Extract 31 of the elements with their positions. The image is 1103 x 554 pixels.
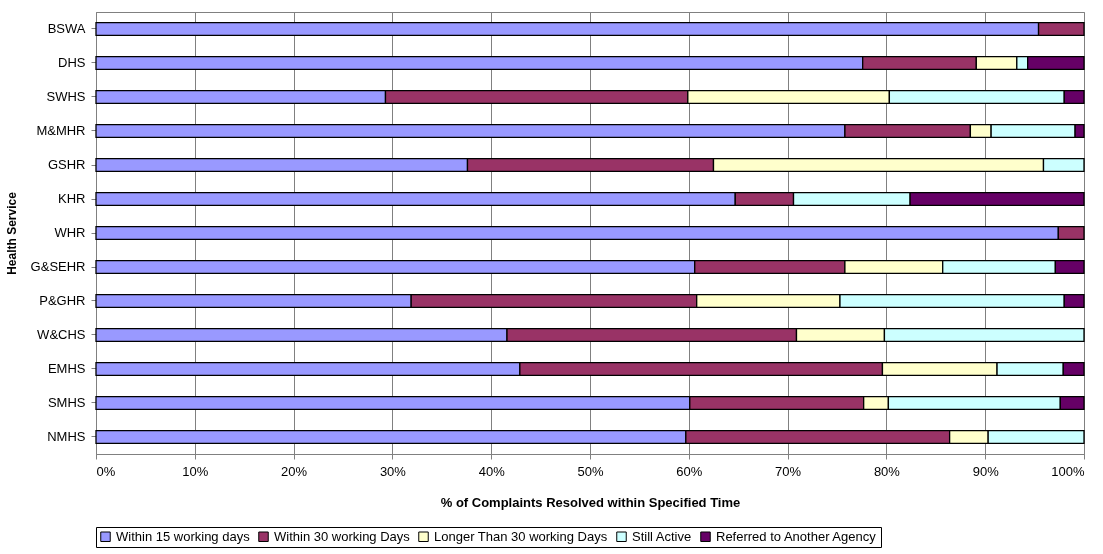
x-tick-label: 10% bbox=[182, 463, 209, 479]
y-tick-label: DHS bbox=[58, 55, 86, 70]
y-tick-label: NMHS bbox=[47, 429, 86, 444]
legend-label: Within 15 working days bbox=[116, 528, 251, 544]
legend-label: Still Active bbox=[632, 528, 692, 544]
y-tick-label: BSWA bbox=[47, 21, 86, 36]
y-tick-label: GSHR bbox=[47, 157, 86, 172]
x-tick-label: 100% bbox=[1051, 463, 1085, 479]
y-tick-label: WHR bbox=[54, 225, 86, 240]
x-tick-label: 0% bbox=[96, 463, 116, 479]
y-tick-label: G&SEHR bbox=[30, 259, 86, 274]
x-tick-label: 80% bbox=[873, 463, 901, 479]
y-tick-label: P&GHR bbox=[39, 293, 86, 308]
y-tick-label: SWHS bbox=[46, 89, 86, 104]
legend-label: Referred to Another Agency bbox=[716, 528, 877, 544]
y-tick-label: SMHS bbox=[47, 395, 86, 410]
legend-label: Within 30 working Days bbox=[274, 528, 411, 544]
x-tick-label: 30% bbox=[379, 463, 407, 479]
x-axis-title: % of Complaints Resolved within Specified Time bbox=[440, 494, 741, 510]
y-tick-label: EMHS bbox=[47, 361, 86, 376]
y-axis-title: Health Service bbox=[4, 191, 19, 275]
x-tick-label: 50% bbox=[577, 463, 604, 479]
x-tick-label: 70% bbox=[775, 463, 802, 479]
x-tick-label: 40% bbox=[478, 463, 506, 479]
x-tick-label: 20% bbox=[281, 463, 308, 479]
y-tick-label: KHR bbox=[58, 191, 86, 206]
x-tick-label: 60% bbox=[676, 463, 703, 479]
legend-label: Longer Than 30 working Days bbox=[434, 528, 608, 544]
y-tick-label: W&CHS bbox=[37, 327, 86, 342]
y-tick-label: M&MHR bbox=[36, 123, 86, 138]
x-tick-label: 90% bbox=[972, 463, 1000, 479]
